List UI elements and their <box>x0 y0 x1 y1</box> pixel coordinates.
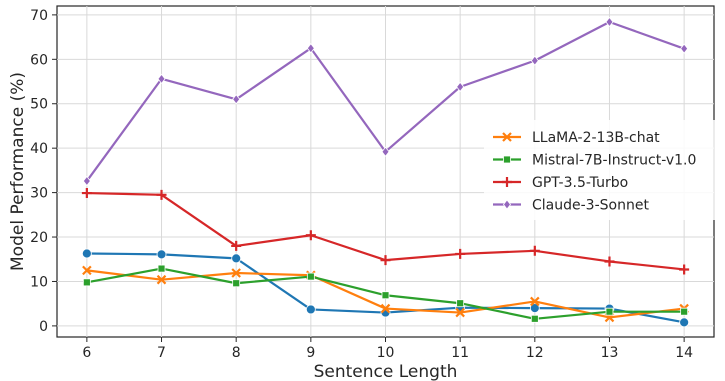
legend-background <box>484 120 724 220</box>
data-point <box>82 278 91 287</box>
data-point <box>529 303 540 314</box>
legend-item: Mistral-7B-Instruct-v1.0 <box>493 153 696 169</box>
data-point <box>530 55 539 66</box>
legend-marker <box>502 199 512 210</box>
data-point <box>605 307 614 316</box>
data-point <box>604 256 615 267</box>
y-tick-label: 0 <box>39 319 48 335</box>
data-point <box>156 189 167 200</box>
x-tick-label: 12 <box>526 345 544 361</box>
legend-item: LLaMA-2-13B-chat <box>493 130 660 146</box>
data-point <box>306 43 315 54</box>
x-tick-label: 9 <box>306 345 315 361</box>
data-point <box>81 188 92 199</box>
series-4 <box>82 16 689 187</box>
series-layer <box>81 16 690 328</box>
data-point <box>530 314 539 323</box>
legend-marker <box>502 132 512 142</box>
legend: LLaMA-2-13B-chat Mistral-7B-Instruct-v1.0… <box>484 120 724 220</box>
data-point <box>156 274 167 285</box>
x-tick-label: 14 <box>675 345 693 361</box>
data-point <box>231 253 242 264</box>
data-point <box>456 81 465 93</box>
data-point <box>381 146 390 157</box>
y-tick-label: 20 <box>30 230 48 246</box>
legend-marker <box>503 155 511 164</box>
legend-label: GPT-3.5-Turbo <box>532 175 628 191</box>
x-axis-label: Sentence Length <box>314 362 458 381</box>
data-point <box>455 307 465 318</box>
data-point <box>680 43 689 54</box>
series-1 <box>82 265 689 323</box>
data-point <box>605 16 614 28</box>
y-tick-label: 40 <box>30 141 48 157</box>
data-point <box>305 304 316 315</box>
data-point <box>81 248 92 259</box>
data-point <box>305 230 316 241</box>
data-point <box>381 291 390 300</box>
legend-label: Mistral-7B-Instruct-v1.0 <box>532 153 696 169</box>
data-point <box>679 264 690 275</box>
legend-item: GPT-3.5-Turbo <box>493 175 628 191</box>
legend-label: Claude-3-Sonnet <box>532 198 649 214</box>
data-point <box>231 268 241 278</box>
data-point <box>232 94 241 105</box>
data-point <box>82 265 92 276</box>
x-tick-label: 11 <box>451 345 469 361</box>
series-3 <box>81 188 690 275</box>
data-point <box>306 272 315 281</box>
data-point <box>530 296 540 307</box>
data-point <box>456 299 465 308</box>
x-tick-label: 7 <box>157 345 166 361</box>
legend-label: LLaMA-2-13B-chat <box>532 130 660 146</box>
x-tick-label: 6 <box>82 345 91 361</box>
y-axis-label: Model Performance (%) <box>8 72 28 271</box>
data-point <box>232 279 241 288</box>
y-tick-label: 10 <box>30 274 48 290</box>
data-point <box>380 255 391 266</box>
x-tick-label: 8 <box>232 345 241 361</box>
series-2 <box>82 264 689 323</box>
data-point <box>156 249 167 260</box>
data-point <box>380 303 391 314</box>
data-point <box>157 264 166 273</box>
x-tick-label: 13 <box>601 345 619 361</box>
data-point <box>231 240 242 251</box>
y-tick-label: 30 <box>30 186 48 202</box>
ticks: 6 7 8 9 10 11 12 13 14 0 10 20 30 40 50 60 70 <box>30 8 693 361</box>
y-tick-label: 50 <box>30 97 48 113</box>
data-point <box>455 248 466 259</box>
x-tick-label: 10 <box>377 345 395 361</box>
legend-marker <box>502 177 512 187</box>
data-point <box>82 175 91 187</box>
y-tick-label: 70 <box>30 8 48 24</box>
data-point <box>680 307 689 316</box>
y-tick-label: 60 <box>30 52 48 68</box>
data-point <box>529 245 540 256</box>
legend-item: Claude-3-Sonnet <box>493 198 649 214</box>
data-point <box>679 317 690 328</box>
data-point <box>157 73 166 85</box>
